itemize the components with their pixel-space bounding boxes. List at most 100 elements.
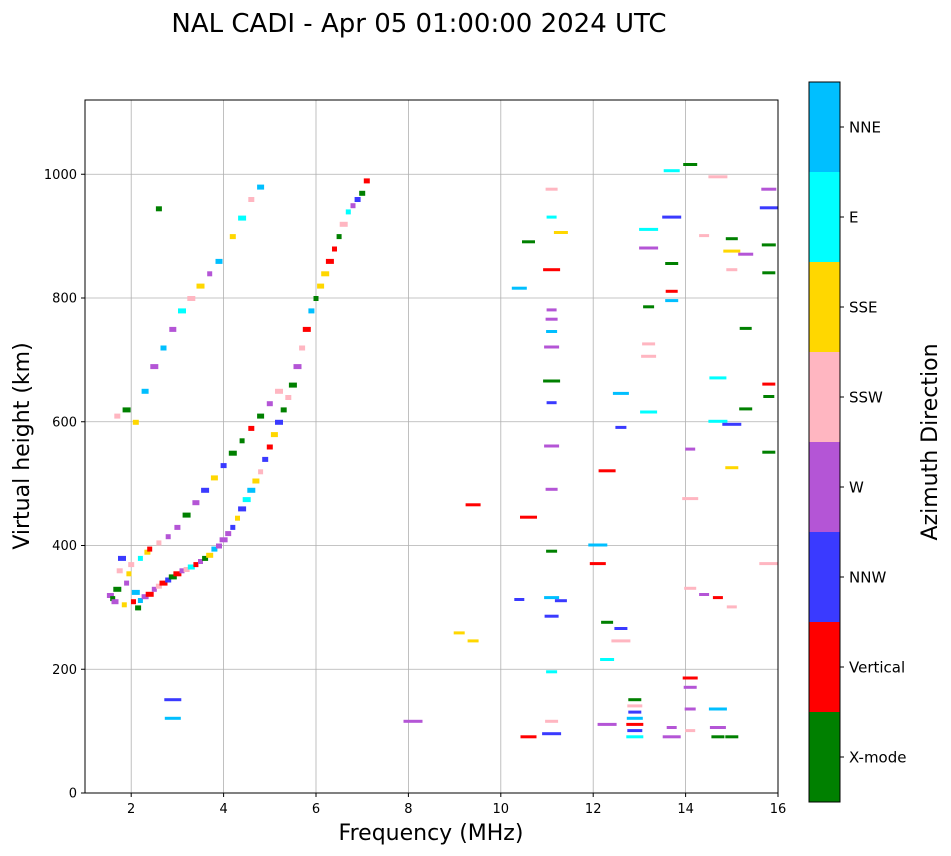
echo-point xyxy=(137,598,143,603)
plot-background xyxy=(85,100,778,793)
echo-point xyxy=(132,419,139,425)
echo-point xyxy=(110,596,116,602)
echo-point xyxy=(169,326,177,332)
grid-lines xyxy=(85,100,779,794)
echo-point xyxy=(546,308,557,312)
echo-point xyxy=(288,382,297,388)
y-tick-label: 400 xyxy=(52,539,77,554)
colorbar-frame xyxy=(808,81,841,803)
colorbar-tick-label: NNW xyxy=(849,569,886,587)
echo-point xyxy=(723,249,741,253)
echo-point xyxy=(543,379,561,383)
echo-point xyxy=(626,716,643,720)
echo-point xyxy=(684,586,697,590)
echo-point xyxy=(685,729,696,733)
echo-point xyxy=(363,178,370,184)
echo-point xyxy=(248,197,255,202)
echo-point xyxy=(144,549,151,555)
echo-point xyxy=(179,568,185,574)
echo-point xyxy=(270,432,278,438)
echo-point xyxy=(128,562,135,568)
echo-point xyxy=(545,487,558,491)
echo-point xyxy=(626,735,644,739)
echo-point xyxy=(238,506,247,512)
echo-point xyxy=(336,234,342,240)
echo-point xyxy=(155,206,162,212)
echo-point xyxy=(293,364,302,370)
x-tick-label: 12 xyxy=(585,802,602,817)
echo-point xyxy=(761,187,777,191)
echo-point xyxy=(225,531,232,537)
colorbar-segment xyxy=(809,352,840,442)
y-tick-label: 600 xyxy=(52,415,77,430)
colorbar-tick-label: SSW xyxy=(849,389,883,407)
echo-point xyxy=(122,407,131,413)
echo-point xyxy=(543,268,561,272)
echo-point xyxy=(124,580,130,586)
colorbar-label: Azimuth Direction xyxy=(918,343,943,540)
echo-point xyxy=(228,450,237,456)
echo-point xyxy=(299,345,306,351)
echo-point xyxy=(280,407,287,413)
echo-point xyxy=(187,564,195,570)
y-tick-label: 1000 xyxy=(44,168,77,183)
echo-point xyxy=(266,444,273,450)
echo-point xyxy=(520,515,537,519)
x-tick-label: 14 xyxy=(677,802,694,817)
echo-point xyxy=(317,283,325,289)
echo-point xyxy=(725,735,739,739)
echo-point xyxy=(615,425,627,429)
echo-point xyxy=(321,271,330,277)
echo-point xyxy=(725,466,739,470)
echo-point xyxy=(739,326,752,330)
chart-title: NAL CADI - Apr 05 01:00:00 2024 UTC xyxy=(171,9,666,39)
echo-point xyxy=(699,593,710,596)
echo-point xyxy=(553,231,568,234)
echo-point xyxy=(662,215,682,219)
echo-point xyxy=(628,698,642,702)
echo-point xyxy=(173,571,182,577)
colorbar-segment xyxy=(809,262,840,352)
echo-point xyxy=(545,317,558,321)
echo-point xyxy=(207,271,213,277)
echo-point xyxy=(601,620,614,624)
echo-point xyxy=(258,469,264,475)
echo-point xyxy=(196,283,205,289)
echo-point xyxy=(302,326,311,332)
echo-point xyxy=(126,571,132,577)
colorbar-segment xyxy=(809,532,840,622)
echo-point xyxy=(159,580,168,586)
colorbar-segment xyxy=(809,82,840,172)
echo-point xyxy=(643,305,655,309)
echo-point xyxy=(275,419,283,425)
echo-point xyxy=(546,670,558,674)
echo-point xyxy=(761,243,776,247)
echo-point xyxy=(178,308,186,314)
echo-point xyxy=(229,234,236,240)
echo-point xyxy=(682,497,699,501)
x-tick-label: 6 xyxy=(312,802,320,817)
echo-point xyxy=(709,726,726,729)
echo-point xyxy=(683,685,697,689)
y-tick-label: 800 xyxy=(52,292,77,307)
echo-point xyxy=(131,589,140,595)
echo-point xyxy=(168,574,177,580)
colorbar-tick-label: W xyxy=(849,479,864,497)
echo-point xyxy=(682,676,698,680)
echo-point xyxy=(257,184,265,190)
echo-point xyxy=(219,537,228,543)
x-axis-label: Frequency (MHz) xyxy=(339,821,524,846)
y-axis-label: Virtual height (km) xyxy=(10,342,35,549)
echo-point xyxy=(164,716,181,720)
x-axis-ticks: 2 4 6 8 10 12 14 16 xyxy=(127,793,786,817)
echo-point xyxy=(215,258,223,264)
echo-point xyxy=(155,583,162,589)
echo-point xyxy=(111,599,119,605)
x-tick-label: 8 xyxy=(404,802,412,817)
echo-point xyxy=(665,262,679,265)
echo-point xyxy=(546,549,558,553)
echo-point xyxy=(350,203,356,209)
echo-point xyxy=(588,543,608,547)
echo-point xyxy=(339,221,348,227)
echo-point xyxy=(683,163,698,166)
